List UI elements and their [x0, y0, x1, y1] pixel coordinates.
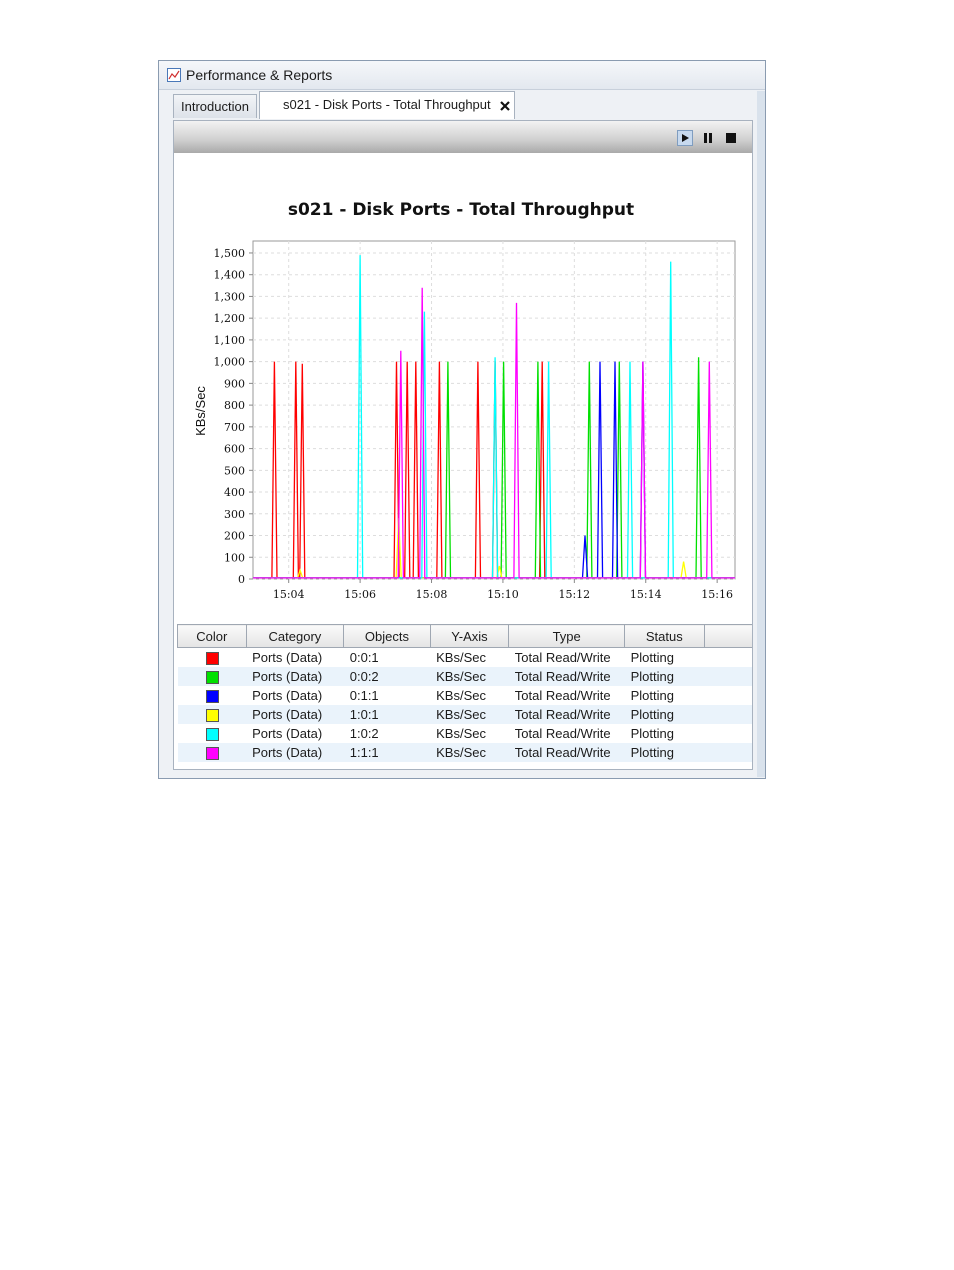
x-tick-label: 15:10 — [487, 588, 519, 601]
object-cell: 0:0:1 — [349, 650, 379, 665]
column-header-y-axis[interactable]: Y-Axis — [429, 624, 510, 648]
type-cell: Total Read/Write — [508, 743, 625, 762]
color-swatch — [205, 709, 219, 723]
chart-axes: 0 100 200 300 400 500 600 700 800 900 1,000 1,100 1,… — [214, 247, 733, 601]
table-row[interactable]: Ports (Data) 0:0:2 KBs/Sec Total Read/Wr… — [177, 667, 752, 686]
y-tick-label: 800 — [224, 399, 245, 412]
window-scrollbar[interactable] — [757, 91, 765, 777]
tab-disk-ports-throughput-label: s021 - Disk Ports - Total Throughput — [283, 97, 491, 112]
color-swatch — [205, 671, 219, 685]
report-panel: s021 - Disk Ports - Total Throughput KBs… — [173, 120, 753, 770]
tab-strip: Introduction s021 - Disk Ports - Total T… — [169, 89, 757, 119]
y-tick-label: 600 — [224, 443, 245, 456]
table-row[interactable]: Ports (Data) 1:1:1 KBs/Sec Total Read/Wr… — [177, 743, 752, 762]
column-header-status[interactable]: Status — [624, 624, 705, 648]
y-tick-label: 1,400 — [214, 269, 246, 282]
x-tick-label: 15:16 — [701, 588, 733, 601]
color-swatch — [205, 747, 219, 761]
y-tick-label: 0 — [238, 573, 245, 586]
status-cell: Plotting — [624, 705, 705, 724]
y-tick-label: 1,300 — [214, 290, 246, 303]
type-cell: Total Read/Write — [514, 650, 611, 665]
y-tick-label: 1,000 — [214, 356, 246, 369]
x-tick-label: 15:06 — [344, 588, 376, 601]
chart-svg: s021 - Disk Ports - Total Throughput KBs… — [193, 200, 736, 601]
y-axis-cell: KBs/Sec — [436, 726, 486, 741]
y-tick-label: 500 — [224, 464, 245, 477]
y-tick-label: 400 — [224, 486, 245, 499]
color-swatch — [205, 652, 219, 666]
category-cell: Ports (Data) — [252, 726, 323, 741]
window-title: Performance & Reports — [186, 67, 333, 83]
type-cell: Total Read/Write — [508, 705, 625, 724]
status-cell: Plotting — [624, 743, 705, 762]
y-tick-label: 700 — [224, 421, 245, 434]
tab-introduction-label: Introduction — [181, 99, 249, 114]
x-tick-label: 15:14 — [630, 588, 662, 601]
chart-series-group — [253, 255, 735, 579]
performance-reports-window: Performance & Reports Introduction s021 … — [158, 60, 766, 779]
category-cell: Ports (Data) — [252, 688, 323, 703]
category-cell: Ports (Data) — [252, 650, 323, 665]
category-cell: Ports (Data) — [246, 667, 344, 686]
legend-header-row: Color Category Objects Y-Axis Type Statu… — [177, 624, 752, 648]
table-row[interactable]: Ports (Data) 0:0:1 KBs/Sec Total Read/Wr… — [178, 648, 753, 668]
type-cell: Total Read/Write — [508, 667, 625, 686]
y-tick-label: 1,500 — [214, 247, 246, 260]
object-cell: 0:1:1 — [349, 688, 379, 703]
object-cell: 1:0:2 — [349, 726, 379, 741]
y-axis-cell: KBs/Sec — [436, 688, 486, 703]
status-cell: Plotting — [630, 650, 674, 665]
column-header-type[interactable]: Type — [508, 624, 626, 648]
type-cell: Total Read/Write — [514, 726, 611, 741]
tab-introduction[interactable]: Introduction — [173, 94, 257, 118]
category-cell: Ports (Data) — [246, 705, 344, 724]
status-cell: Plotting — [630, 688, 674, 703]
y-tick-label: 200 — [224, 530, 245, 543]
status-cell: Plotting — [624, 667, 705, 686]
y-axis-cell: KBs/Sec — [430, 743, 509, 762]
playback-toolbar — [174, 121, 752, 153]
series-legend-table: Color Category Objects Y-Axis Type Statu… — [177, 624, 752, 764]
throughput-chart: s021 - Disk Ports - Total Throughput KBs… — [174, 153, 752, 623]
y-tick-label: 900 — [224, 377, 245, 390]
column-header-category[interactable]: Category — [245, 624, 345, 648]
legend-table: Color Category Objects Y-Axis Type Statu… — [177, 624, 752, 762]
status-cell: Plotting — [630, 726, 674, 741]
series-line-1-1-1 — [253, 287, 735, 579]
x-tick-label: 15:12 — [558, 588, 590, 601]
chart-icon — [167, 68, 181, 82]
object-cell: 0:0:2 — [343, 667, 431, 686]
object-cell: 1:0:1 — [343, 705, 431, 724]
category-cell: Ports (Data) — [246, 743, 344, 762]
y-tick-label: 300 — [224, 508, 245, 521]
x-tick-label: 15:08 — [416, 588, 448, 601]
y-axis-cell: KBs/Sec — [430, 705, 509, 724]
y-axis-label: KBs/Sec — [193, 386, 208, 436]
y-axis-cell: KBs/Sec — [430, 667, 509, 686]
column-header-color[interactable]: Color — [177, 624, 247, 648]
object-cell: 1:1:1 — [343, 743, 431, 762]
stop-icon[interactable] — [723, 130, 739, 146]
y-tick-label: 1,200 — [214, 312, 246, 325]
column-header-objects[interactable]: Objects — [343, 624, 431, 648]
title-bar: Performance & Reports — [159, 61, 765, 90]
table-row[interactable]: Ports (Data) 0:1:1 KBs/Sec Total Read/Wr… — [178, 686, 753, 705]
table-row[interactable]: Ports (Data) 1:0:2 KBs/Sec Total Read/Wr… — [178, 724, 753, 743]
color-swatch — [205, 690, 219, 704]
x-tick-label: 15:04 — [273, 588, 305, 601]
tab-disk-ports-throughput[interactable]: s021 - Disk Ports - Total Throughput — [259, 91, 515, 119]
color-swatch — [205, 728, 219, 742]
y-tick-label: 100 — [224, 551, 245, 564]
y-tick-label: 1,100 — [214, 334, 246, 347]
column-header-filler — [703, 624, 752, 648]
chart-title: s021 - Disk Ports - Total Throughput — [288, 200, 634, 220]
table-row[interactable]: Ports (Data) 1:0:1 KBs/Sec Total Read/Wr… — [177, 705, 752, 724]
type-cell: Total Read/Write — [514, 688, 611, 703]
play-icon[interactable] — [677, 130, 693, 146]
pause-icon[interactable] — [700, 130, 716, 146]
y-axis-cell: KBs/Sec — [436, 650, 486, 665]
